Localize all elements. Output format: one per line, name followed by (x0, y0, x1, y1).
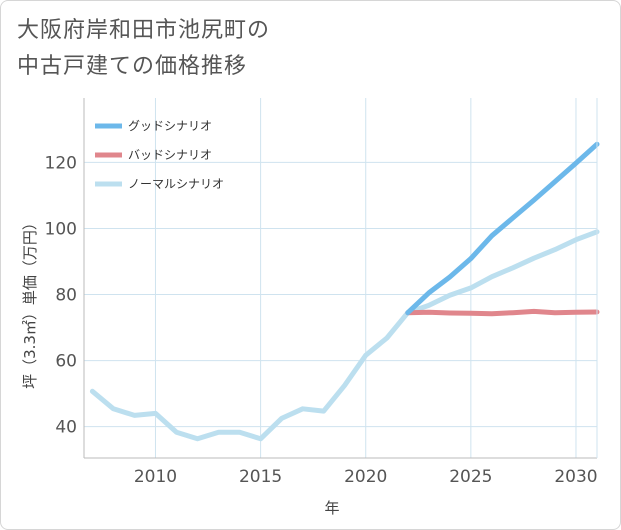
x-tick-label: 2015 (239, 467, 282, 487)
legend-label: バッドシナリオ (128, 148, 212, 162)
x-tick-label: 2030 (554, 467, 597, 487)
series-line-3 (89, 229, 600, 442)
chart-title-line2: 中古戸建ての価格推移 (17, 54, 248, 79)
tick-labels: 2010 2015 2020 2025 2030 40 60 80 100 120 (45, 153, 598, 487)
y-tick-label: 40 (55, 418, 77, 438)
series-line-1 (405, 141, 600, 316)
x-tick-label: 2010 (134, 467, 177, 487)
axes (83, 98, 598, 459)
legend-label: グッドシナリオ (128, 119, 212, 133)
grid-lines (84, 98, 597, 458)
y-tick-label: 60 (55, 352, 77, 372)
chart-title-line1: 大阪府岸和田市池尻町の (17, 18, 271, 43)
series-line-2 (405, 308, 600, 317)
legend-label: ノーマルシナリオ (128, 177, 224, 191)
y-tick-label: 80 (55, 286, 77, 306)
y-tick-label: 100 (45, 219, 77, 239)
y-axis-title: 坪（3.3㎡）単価（万円） (21, 215, 39, 389)
y-tick-label: 120 (45, 153, 77, 173)
x-tick-label: 2020 (344, 467, 387, 487)
x-axis-title: 年 (324, 499, 339, 517)
series-lines (89, 141, 600, 442)
chart-title: 大阪府岸和田市池尻町の 中古戸建ての価格推移 (17, 13, 270, 85)
x-tick-label: 2025 (449, 467, 492, 487)
